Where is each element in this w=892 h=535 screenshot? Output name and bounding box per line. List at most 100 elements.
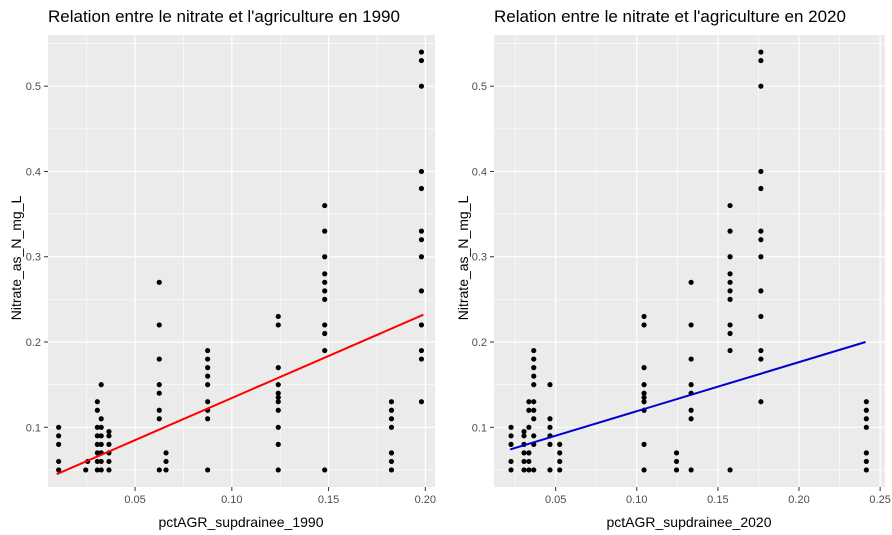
chart2-data-point — [863, 450, 869, 456]
chart1-title: Relation entre le nitrate et l'agricultu… — [48, 7, 400, 26]
chart2-regression-line — [509, 341, 866, 451]
chart2-y-tick-label: 0.5 — [472, 81, 487, 93]
chart2-x-axis-label: pctAGR_supdrainee_2020 — [606, 514, 771, 530]
chart2-data-point — [531, 407, 537, 413]
chart1-regression-line — [56, 313, 424, 476]
chart1-data-point — [418, 228, 425, 234]
chart2-data-point — [688, 467, 694, 473]
chart2-data-point — [641, 390, 647, 396]
chart2-data-point — [727, 296, 733, 302]
chart1-x-axis-label: pctAGR_supdrainee_1990 — [158, 514, 323, 530]
chart1-data-point — [388, 458, 395, 465]
chart2-data-point — [758, 288, 764, 294]
chart2-data-point — [688, 356, 694, 362]
chart2-data-point — [641, 365, 647, 371]
chart1-data-point — [156, 382, 162, 388]
chart1-data-point — [106, 433, 112, 439]
chart2-data-point — [521, 428, 527, 435]
chart1-data-point — [418, 356, 425, 362]
chart2-y-tick-label: 0.4 — [472, 166, 487, 178]
chart1-data-point — [106, 441, 112, 447]
chart2-data-point — [641, 467, 647, 473]
chart1-data-point — [275, 441, 281, 447]
chart1-data-point — [83, 467, 89, 473]
chart2-data-point — [531, 373, 537, 379]
chart1-data-point — [94, 441, 100, 447]
chart2-data-point — [531, 399, 537, 405]
chart2-y-tick-label: 0.1 — [472, 422, 487, 434]
chart1-y-tick-label: 0.2 — [26, 337, 41, 349]
chart2-data-point — [673, 467, 680, 473]
chart1-data-point — [275, 365, 281, 371]
chart1-data-point — [388, 399, 395, 405]
chart1-data-point — [388, 416, 395, 422]
chart2-data-point — [508, 458, 514, 465]
chart2-data-point — [863, 458, 869, 465]
chart1-data-point — [163, 458, 169, 465]
chart2-data-point — [688, 322, 694, 328]
chart1-x-tick-label: 0.15 — [318, 494, 339, 506]
chart1-data-point — [275, 390, 281, 396]
chart1-data-point — [322, 279, 328, 285]
chart1-data-point — [388, 407, 395, 413]
chart1-data-point — [156, 416, 162, 422]
chart2-data-point — [727, 322, 733, 328]
chart1-y-tick-label: 0.5 — [26, 81, 41, 93]
chart2-data-point — [508, 467, 514, 473]
chart2-x-tick-label: 0.25 — [869, 494, 890, 506]
chart1-data-point — [418, 83, 425, 89]
chart1-data-point — [56, 424, 62, 430]
chart1-data-point — [205, 467, 211, 473]
chart2-data-point — [531, 382, 537, 388]
chart2-data-point — [688, 416, 694, 422]
chart2-plot-area: 0.05 0.10 0.15 0.20 0.25 0.1 0.2 0.3 0.4 0.5 — [472, 35, 891, 506]
chart1-data-point — [205, 347, 211, 354]
chart2-data-point — [727, 254, 733, 260]
chart1-data-point — [418, 57, 425, 64]
chart1-data-point — [98, 467, 104, 473]
chart1-data-point — [205, 356, 211, 362]
chart1-data-point — [106, 458, 112, 465]
chart2-data-point — [557, 450, 563, 456]
chart1-data-point — [322, 330, 328, 337]
chart2-data-point — [547, 382, 553, 388]
chart2-title: Relation entre le nitrate et l'agricultu… — [494, 7, 846, 26]
chart1-data-point — [94, 399, 100, 405]
chart1-data-point — [98, 441, 104, 447]
chart1-data-point — [94, 424, 100, 430]
chart1-data-point — [106, 467, 112, 473]
chart1-panel-background — [48, 35, 435, 487]
chart2-x-tick-label: 0.20 — [788, 494, 809, 506]
chart1-data-point — [156, 407, 162, 413]
chart1-data-point — [418, 399, 425, 405]
chart2-data-point — [863, 424, 869, 430]
chart1-data-point — [205, 399, 211, 405]
chart1-data-point — [275, 399, 281, 405]
chart2-data-point — [727, 228, 733, 234]
chart2-data-point — [758, 83, 764, 89]
chart2-data-point — [547, 416, 553, 422]
chart2-data-point — [521, 450, 527, 456]
chart1-data-point — [418, 322, 425, 328]
chart1-y-tick-label: 0.3 — [26, 252, 41, 264]
chart2-data-point — [531, 467, 537, 473]
chart2-data-point — [526, 407, 532, 413]
chart1-data-point — [275, 313, 281, 320]
chart2-data-point — [641, 399, 647, 405]
chart2-data-point — [727, 288, 733, 294]
chart2-x-tick-label: 0.05 — [545, 494, 566, 506]
chart1-data-point — [322, 347, 328, 354]
chart2-data-point — [547, 467, 553, 473]
chart2-data-point — [727, 347, 733, 354]
chart1-data-point — [418, 237, 425, 243]
chart1-data-point — [94, 450, 100, 456]
chart2-data-point — [641, 313, 647, 320]
chart1-data-point — [94, 433, 100, 439]
chart2-data-point — [673, 458, 680, 465]
chart2-data-point — [727, 467, 733, 473]
chart1-data-point — [205, 416, 211, 422]
chart2-data-point — [688, 382, 694, 388]
chart1-data-point — [322, 271, 328, 277]
chart1-data-point — [56, 433, 62, 439]
chart1-data-point — [94, 458, 100, 465]
